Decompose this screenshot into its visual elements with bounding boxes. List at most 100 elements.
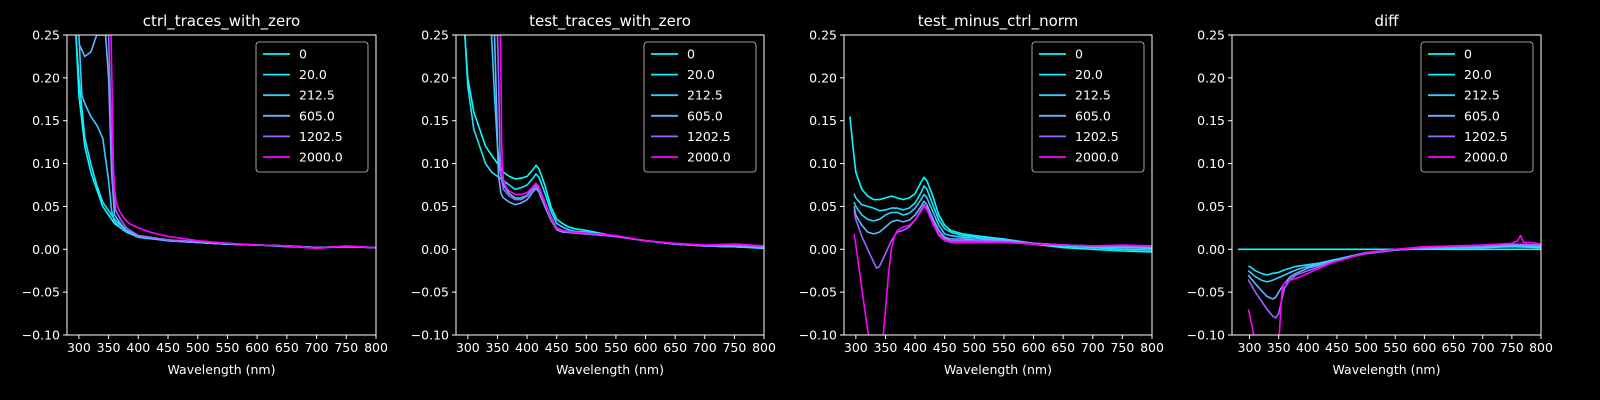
x-tick-label: 650 xyxy=(1442,340,1466,355)
x-axis-label: Wavelength (nm) xyxy=(556,362,664,377)
chart-title: test_minus_ctrl_norm xyxy=(918,12,1079,31)
y-tick-label: 0.05 xyxy=(32,199,60,214)
x-tick-label: 550 xyxy=(604,340,628,355)
x-tick-label: 650 xyxy=(275,340,299,355)
y-tick-label: 0.25 xyxy=(32,28,60,43)
y-tick-label: −0.05 xyxy=(1187,285,1225,300)
y-tick-label: 0.00 xyxy=(809,242,837,257)
chart-panel-4: 300 350 400 450 500 550 600 650 700 750 800 −0.10 −0… xyxy=(1187,12,1553,377)
legend-label: 20.0 xyxy=(299,67,327,82)
x-tick-label: 300 xyxy=(844,340,868,355)
x-tick-label: 450 xyxy=(1325,340,1349,355)
legend: 0 20.0 212.5 605.0 1202.5 2000.0 xyxy=(255,41,369,173)
legend-label: 2000.0 xyxy=(687,150,731,165)
chart-title: test_traces_with_zero xyxy=(529,12,691,31)
legend-label: 1202.5 xyxy=(687,129,731,144)
y-tick-label: −0.10 xyxy=(22,328,60,343)
x-tick-label: 550 xyxy=(1383,340,1407,355)
legend-label: 2000.0 xyxy=(1464,150,1508,165)
x-tick-label: 800 xyxy=(752,340,776,355)
legend-label: 605.0 xyxy=(1464,108,1500,123)
series-group xyxy=(75,35,376,250)
y-tick-label: 0.00 xyxy=(421,242,449,257)
x-tick-label: 300 xyxy=(1238,340,1262,355)
x-axis-label: Wavelength (nm) xyxy=(168,362,276,377)
series-line-2000.0 xyxy=(499,35,764,247)
x-tick-label: 500 xyxy=(1354,340,1378,355)
axes-frame xyxy=(66,34,377,336)
x-tick-label: 400 xyxy=(515,340,539,355)
x-tick-label: 450 xyxy=(545,340,569,355)
legend: 0 20.0 212.5 605.0 1202.5 2000.0 xyxy=(643,41,757,173)
y-tick-label: 0.05 xyxy=(421,199,449,214)
y-tick-label: 0.00 xyxy=(1197,242,1225,257)
legend-label: 0 xyxy=(687,47,695,62)
x-tick-label: 800 xyxy=(1529,340,1553,355)
axes-frame xyxy=(843,34,1153,336)
legend: 0 20.0 212.5 605.0 1202.5 2000.0 xyxy=(1031,41,1145,173)
y-tick-label: −0.10 xyxy=(799,328,837,343)
y-tick-label: −0.05 xyxy=(411,285,449,300)
legend-label: 605.0 xyxy=(299,108,335,123)
x-tick-label: 700 xyxy=(305,340,329,355)
y-tick-label: 0.15 xyxy=(32,113,60,128)
legend-label: 605.0 xyxy=(1075,108,1111,123)
legend-label: 212.5 xyxy=(687,88,723,103)
x-axis-label: Wavelength (nm) xyxy=(1333,362,1441,377)
legend-label: 20.0 xyxy=(1464,67,1492,82)
y-tick-label: 0.10 xyxy=(421,156,449,171)
chart-title: diff xyxy=(1374,12,1399,30)
series-group xyxy=(849,116,1152,335)
x-tick-label: 700 xyxy=(1081,340,1105,355)
y-tick-label: 0.10 xyxy=(1197,156,1225,171)
legend-label: 0 xyxy=(299,47,307,62)
legend-label: 0 xyxy=(1075,47,1083,62)
x-tick-label: 650 xyxy=(1051,340,1075,355)
x-tick-label: 500 xyxy=(962,340,986,355)
x-tick-label: 550 xyxy=(216,340,240,355)
chart-panel-1: 300 350 400 450 500 550 600 650 700 750 800 −0.10 −0… xyxy=(22,12,388,377)
y-tick-label: 0.10 xyxy=(32,156,60,171)
x-tick-label: 600 xyxy=(245,340,269,355)
x-tick-label: 600 xyxy=(634,340,658,355)
series-line-1202.5 xyxy=(1247,243,1541,319)
x-tick-label: 750 xyxy=(722,340,746,355)
y-tick-label: 0.05 xyxy=(809,199,837,214)
x-tick-label: 700 xyxy=(1471,340,1495,355)
legend-label: 2000.0 xyxy=(299,150,343,165)
chart-title: ctrl_traces_with_zero xyxy=(143,12,300,31)
y-tick-label: −0.05 xyxy=(799,285,837,300)
legend-label: 212.5 xyxy=(1464,88,1500,103)
x-tick-label: 700 xyxy=(693,340,717,355)
y-tick-label: 0.20 xyxy=(32,70,60,85)
legend-label: 2000.0 xyxy=(1075,150,1119,165)
x-tick-label: 450 xyxy=(156,340,180,355)
legend-label: 605.0 xyxy=(687,108,723,123)
y-tick-label: 0.20 xyxy=(809,70,837,85)
legend-label: 212.5 xyxy=(299,88,335,103)
x-tick-label: 750 xyxy=(334,340,358,355)
series-group xyxy=(464,35,764,250)
y-tick-label: 0.25 xyxy=(1197,28,1225,43)
y-tick-label: 0.10 xyxy=(809,156,837,171)
chart-panel-2: 300 350 400 450 500 550 600 650 700 750 800 −0.10 −0… xyxy=(411,12,776,377)
x-tick-label: 800 xyxy=(1140,340,1164,355)
x-axis-label: Wavelength (nm) xyxy=(944,362,1052,377)
y-tick-label: 0.20 xyxy=(421,70,449,85)
series-group xyxy=(1237,234,1541,335)
y-tick-label: 0.25 xyxy=(421,28,449,43)
y-tick-label: −0.10 xyxy=(1187,328,1225,343)
legend-label: 1202.5 xyxy=(299,129,343,144)
x-tick-label: 450 xyxy=(933,340,957,355)
x-tick-label: 500 xyxy=(574,340,598,355)
x-tick-label: 600 xyxy=(1412,340,1436,355)
axes-frame xyxy=(455,34,765,336)
x-tick-label: 350 xyxy=(874,340,898,355)
chart-panel-3: 300 350 400 450 500 550 600 650 700 750 800 −0.10 −0… xyxy=(799,12,1164,377)
x-tick-label: 300 xyxy=(67,340,91,355)
x-tick-label: 350 xyxy=(97,340,121,355)
x-tick-label: 350 xyxy=(1267,340,1291,355)
y-tick-label: 0.05 xyxy=(1197,199,1225,214)
x-tick-label: 600 xyxy=(1022,340,1046,355)
